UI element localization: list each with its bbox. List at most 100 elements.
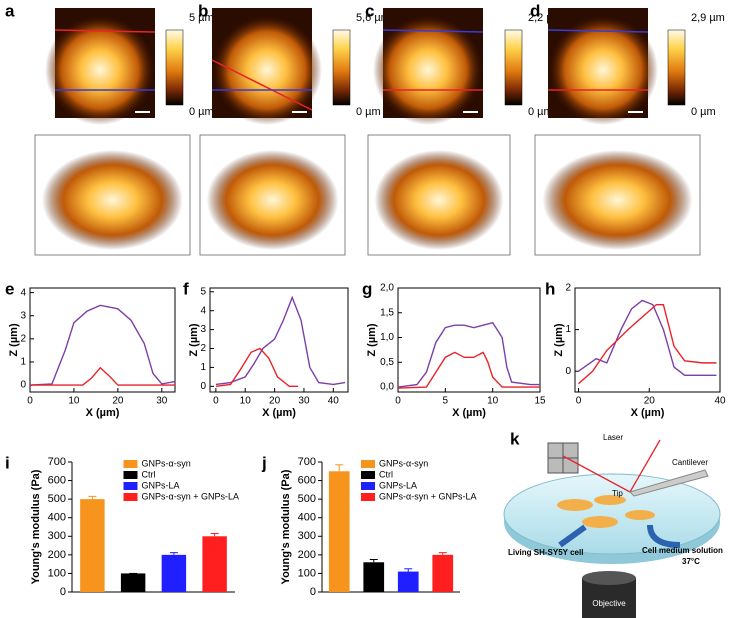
- bar: [120, 573, 146, 592]
- y-tick-label: 2: [565, 283, 571, 294]
- panel-letter: i: [5, 453, 10, 472]
- schematic: k Laser Cantilever Tip Living SH-SY5Y ce…: [503, 429, 723, 618]
- y-tick-label: 1,5: [380, 307, 394, 318]
- cell: [582, 516, 618, 528]
- colorbar: [165, 29, 184, 106]
- y-tick-label: 400: [298, 512, 316, 524]
- label: Tip: [612, 489, 623, 498]
- afm-3d-surface: [542, 150, 693, 250]
- scale-min: 0 µm: [528, 106, 553, 118]
- profile-line: [547, 29, 649, 33]
- afm-3d-box: [199, 134, 346, 256]
- y-tick-label: 2,0: [380, 283, 394, 294]
- legend-swatch: [361, 493, 375, 501]
- bar: [202, 536, 227, 592]
- cell: [625, 510, 655, 520]
- panel-letter: e: [5, 279, 14, 298]
- y-tick-label: 0: [565, 366, 571, 377]
- line-series: [397, 351, 540, 389]
- bar: [397, 571, 419, 592]
- arrow: [558, 524, 587, 548]
- label: Cantilever: [672, 458, 708, 467]
- x-tick-label: 20: [112, 396, 124, 407]
- afm-signal: [212, 15, 322, 125]
- x-axis-label: X (µm): [631, 407, 665, 419]
- arrow: [647, 524, 681, 548]
- y-tick-label: 100: [48, 567, 66, 579]
- x-axis-label: X (µm): [86, 407, 120, 419]
- line-series: [215, 347, 299, 388]
- afm-3d-surface: [42, 150, 183, 250]
- y-tick-label: 0,5: [380, 357, 394, 368]
- panel-letter: c: [365, 1, 374, 20]
- scale-min: 0 µm: [691, 106, 716, 118]
- x-tick-label: 0: [395, 396, 401, 407]
- cell: [557, 499, 593, 511]
- y-tick-label: 200: [48, 549, 66, 561]
- legend-swatch: [123, 460, 138, 468]
- plot-frame: [397, 287, 541, 393]
- line-series: [397, 321, 540, 388]
- panel-letter: g: [362, 279, 372, 298]
- panel-letter: k: [510, 429, 520, 448]
- afm-signal: [548, 15, 658, 125]
- y-tick-label: 600: [48, 474, 66, 486]
- x-tick-label: 30: [156, 396, 168, 407]
- label: 37°C: [682, 557, 700, 566]
- y-tick-label: 4: [200, 305, 206, 316]
- y-tick-label: 1: [200, 362, 206, 373]
- legend-label: GNPs-α-syn: [379, 458, 428, 468]
- label: Laser: [603, 433, 623, 442]
- afm-3d-surface: [206, 150, 339, 250]
- legend-label: GNPs-α-syn + GNPs-LA: [142, 491, 239, 501]
- x-axis-label: X (µm): [452, 407, 486, 419]
- profile-line: [211, 59, 313, 111]
- line-series: [578, 299, 717, 377]
- legend-swatch: [123, 482, 138, 490]
- profile-line: [382, 29, 484, 33]
- bar: [80, 499, 105, 592]
- objective-lens-top: [582, 571, 636, 585]
- x-tick-label: 0: [576, 396, 582, 407]
- y-tick-label: 0,0: [380, 382, 394, 393]
- line-series: [215, 295, 346, 386]
- panel-letter: h: [545, 279, 555, 298]
- y-tick-label: 100: [298, 567, 316, 579]
- y-tick-label: 0: [200, 381, 206, 392]
- y-tick-label: 500: [298, 493, 316, 505]
- legend-label: GNPs-LA: [142, 480, 180, 490]
- legend-label: Ctrl: [379, 469, 393, 479]
- label: Cell medium solution: [642, 546, 723, 555]
- scale-max: 5,6 µm: [356, 12, 390, 24]
- x-tick-label: 15: [534, 396, 546, 407]
- y-axis-label: Young's modulus (Pa): [280, 469, 292, 584]
- legend-label: GNPs-LA: [379, 480, 417, 490]
- y-tick-label: 0: [60, 586, 66, 598]
- y-tick-label: 2: [200, 343, 206, 354]
- y-tick-label: 4: [20, 287, 26, 298]
- legend-swatch: [123, 493, 138, 501]
- line-series: [30, 366, 175, 386]
- colorbar: [504, 29, 523, 106]
- bar: [363, 562, 385, 592]
- scale-min: 0 µm: [356, 106, 381, 118]
- y-tick-label: 700: [298, 456, 316, 468]
- panel-letter: a: [5, 1, 15, 20]
- scale-min: 0 µm: [189, 106, 214, 118]
- legend-swatch: [361, 460, 375, 468]
- afm-3d-box: [367, 134, 511, 256]
- label: Objective: [592, 599, 626, 608]
- plot-frame: [574, 287, 721, 393]
- y-tick-label: 0: [310, 586, 316, 598]
- dish: [503, 473, 721, 555]
- legend-swatch: [361, 471, 375, 479]
- y-axis-label: Z (µm): [8, 323, 20, 357]
- scale-max: 5 µm: [189, 12, 214, 24]
- y-tick-label: 500: [48, 493, 66, 505]
- x-tick-label: 10: [487, 396, 499, 407]
- y-tick-label: 700: [48, 456, 66, 468]
- y-tick-label: 1: [565, 324, 571, 335]
- y-tick-label: 2: [20, 333, 26, 344]
- colorbar: [332, 29, 351, 106]
